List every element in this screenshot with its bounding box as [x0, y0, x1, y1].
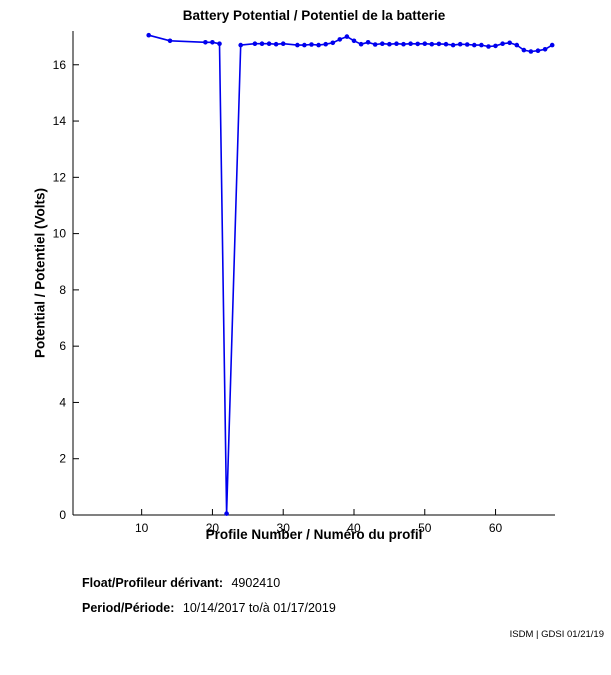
data-point: [457, 41, 463, 47]
data-point: [238, 42, 243, 48]
data-point: [542, 47, 548, 52]
data-point: [224, 511, 229, 516]
x-tick-label: 40: [347, 521, 361, 535]
data-point: [273, 41, 279, 47]
data-point: [167, 38, 173, 44]
data-point: [500, 41, 505, 46]
data-point: [259, 41, 265, 46]
data-point: [302, 42, 307, 48]
period-line: Period/Période: 10/14/2017 to/à 01/17/20…: [82, 601, 336, 615]
data-point: [422, 41, 428, 46]
x-tick-label: 20: [206, 521, 220, 535]
float-id-value: 4902410: [231, 576, 281, 590]
y-tick-label: 6: [59, 339, 66, 353]
data-point: [387, 41, 392, 47]
data-point: [372, 42, 378, 47]
data-point: [521, 47, 527, 53]
data-point: [351, 38, 357, 44]
data-point: [436, 41, 442, 47]
data-point: [330, 40, 336, 46]
chart-title: Battery Potential / Potentiel de la batt…: [182, 8, 446, 23]
data-point: [295, 42, 300, 48]
x-tick-label: 30: [277, 521, 291, 535]
data-point: [443, 41, 449, 47]
data-point: [146, 32, 151, 38]
data-point: [309, 42, 314, 47]
data-point: [316, 42, 321, 48]
x-tick-label: 60: [489, 521, 503, 535]
agency-date-stamp: ISDM | GDSI 01/21/19: [509, 629, 604, 640]
data-point: [464, 42, 470, 47]
x-tick-label: 50: [418, 521, 432, 535]
y-tick-label: 16: [53, 58, 67, 72]
data-point: [280, 41, 286, 46]
data-point: [252, 41, 258, 46]
y-tick-label: 12: [53, 170, 67, 184]
data-point: [507, 40, 512, 46]
y-tick-label: 2: [59, 452, 66, 466]
data-point: [472, 42, 477, 48]
data-point: [337, 37, 343, 42]
data-point: [401, 41, 406, 47]
float-id-label: Float/Profileur dérivant:: [82, 576, 223, 590]
data-point: [479, 42, 484, 48]
data-point: [380, 41, 385, 46]
y-tick-label: 4: [59, 395, 66, 409]
data-point: [493, 43, 498, 49]
y-tick-label: 14: [53, 114, 67, 128]
x-axis-label: Profile Number / Numéro du profil: [205, 527, 423, 542]
data-point: [344, 34, 350, 39]
y-tick-label: 10: [53, 227, 67, 241]
data-line: [148, 34, 553, 515]
data-point: [535, 48, 541, 53]
data-point: [365, 40, 371, 45]
data-point: [549, 42, 555, 48]
period-label: Period/Période:: [82, 601, 175, 615]
data-point: [203, 40, 208, 45]
x-tick-label: 10: [135, 521, 149, 535]
data-point: [217, 41, 222, 46]
data-point: [266, 41, 272, 46]
data-point: [394, 41, 399, 46]
period-value: 10/14/2017 to/à 01/17/2019: [182, 601, 336, 615]
data-point: [450, 42, 456, 48]
data-point: [514, 42, 520, 48]
data-point: [323, 41, 329, 47]
data-point: [486, 44, 491, 49]
data-point: [415, 41, 421, 47]
y-tick-label: 0: [59, 508, 66, 522]
data-point: [528, 49, 534, 54]
data-point: [408, 41, 413, 46]
float-id-line: Float/Profileur dérivant: 4902410: [82, 576, 280, 590]
battery-potential-plot: 10 20 30 40 50 60 0 2 4 6 8 10 12 14 16: [53, 31, 555, 535]
data-point: [210, 40, 215, 45]
data-point: [358, 41, 364, 47]
y-tick-label: 8: [59, 283, 66, 297]
data-point: [429, 41, 435, 47]
